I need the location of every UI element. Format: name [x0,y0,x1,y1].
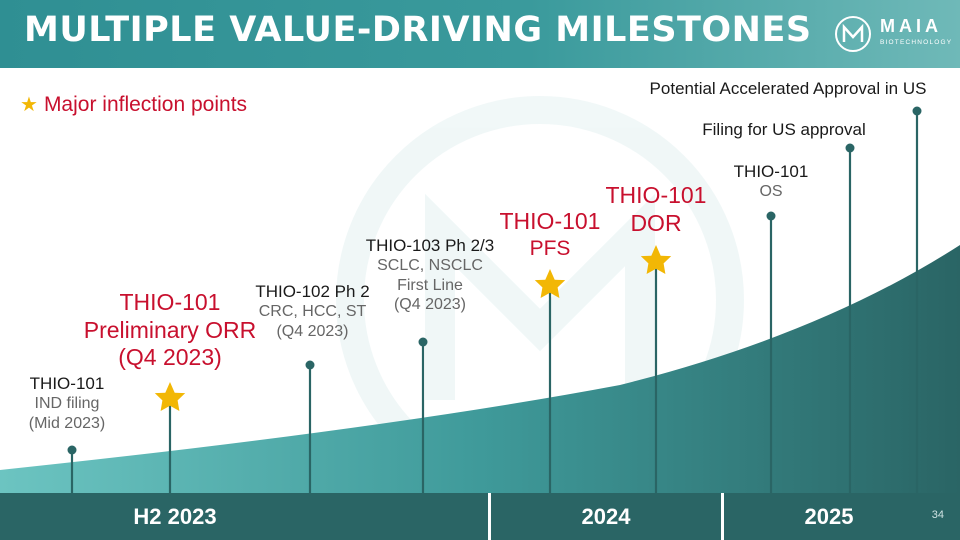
milestone-line: DOR [630,209,682,236]
timeline-2025: 2025 [804,504,854,529]
milestone-title: THIO-103 Ph 2/3 [365,236,495,255]
milestone-line: First Line [397,276,463,294]
page-number: 34 [931,509,944,521]
timeline-bar: H2 2023 2024 2025 34 [0,493,960,540]
milestone-title: THIO-102 Ph 2 [255,282,370,301]
milestone-line: Preliminary ORR [83,316,257,343]
star-icon [640,245,672,274]
milestone-os: THIO-101 OS [716,162,826,202]
milestone-line: PFS [529,236,571,260]
star-icon [154,382,186,411]
milestone-dot [418,337,428,347]
milestone-accelerated-approval: Potential Accelerated Approval in US [649,79,927,98]
milestone-line: (Q4 2023) [118,344,222,371]
milestone-dot [912,106,922,116]
milestone-line: (Q4 2023) [276,322,349,340]
milestone-title: THIO-101 [119,289,221,315]
milestone-line: OS [759,183,783,201]
milestone-title: THIO-101 [499,208,601,234]
timeline-2024: 2024 [581,504,631,529]
milestone-title: THIO-101 [29,374,105,393]
page-title: MULTIPLE VALUE-DRIVING MILESTONES [24,10,812,50]
milestone-title: THIO-101 [733,162,809,181]
milestone-ind-filing: THIO-101 IND filing (Mid 2023) [12,374,122,433]
milestone-dot [67,445,77,455]
growth-curve [0,245,960,493]
maia-logo-icon [835,16,871,52]
legend: ★ Major inflection points [20,92,247,117]
milestone-filing-us-approval: Filing for US approval [702,120,866,139]
star-icon: ★ [20,94,38,116]
milestone-dot [766,211,776,221]
milestone-line: CRC, HCC, ST [258,303,367,321]
header-bar: MULTIPLE VALUE-DRIVING MILESTONES MAIA B… [0,0,960,68]
logo-name: MAIA [880,16,942,36]
milestone-line: (Q4 2023) [393,295,467,313]
legend-label: Major inflection points [43,93,248,116]
timeline-divider [488,493,491,540]
milestone-thio-103: THIO-103 Ph 2/3 SCLC, NSCLC First Line (… [350,236,510,314]
milestone-dor: THIO-101 DOR [591,182,721,237]
logo-subtitle: BIOTECHNOLOGY [880,39,953,46]
timeline-h2-2023: H2 2023 [133,504,217,529]
milestone-thio-102: THIO-102 Ph 2 CRC, HCC, ST (Q4 2023) [240,282,385,341]
star-icon [534,269,566,298]
milestone-dot [305,360,315,370]
milestone-dot [845,143,855,153]
milestone-line: IND filing [34,395,100,413]
milestone-line: (Mid 2023) [28,414,106,432]
milestone-title: THIO-101 [605,182,707,208]
milestone-line: SCLC, NSCLC [377,257,483,275]
milestone-pfs: THIO-101 PFS [485,208,615,261]
timeline-divider [721,493,724,540]
milestone-preliminary-orr: THIO-101 Preliminary ORR (Q4 2023) [75,289,265,372]
